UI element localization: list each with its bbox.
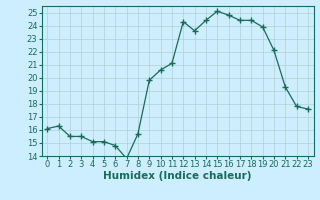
X-axis label: Humidex (Indice chaleur): Humidex (Indice chaleur) — [103, 171, 252, 181]
